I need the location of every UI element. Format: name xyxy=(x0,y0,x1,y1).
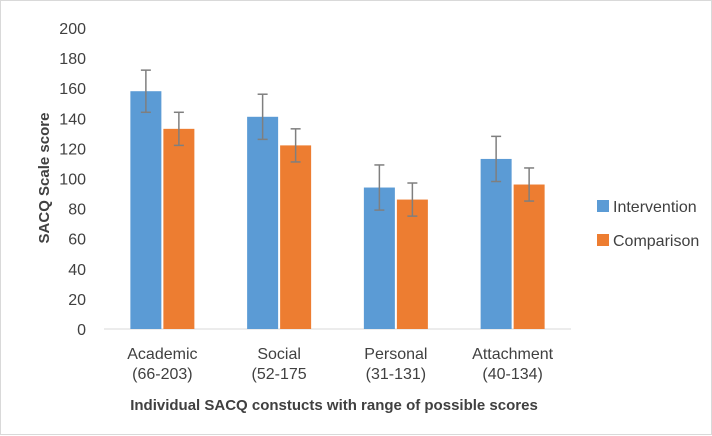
x-tick-label-line: Personal xyxy=(364,346,427,363)
x-tick-label: Personal (31-131) xyxy=(364,346,427,383)
bar-comparison-1 xyxy=(280,145,312,329)
y-tick-label: 40 xyxy=(68,262,86,279)
y-axis-title: SACQ Scale score xyxy=(36,113,53,244)
error-bars xyxy=(140,69,535,217)
x-axis-categories: Academic (66-203) Social (52-175 Personal (31… xyxy=(127,346,553,383)
legend-swatch-comparison xyxy=(597,234,609,246)
legend: Intervention Comparison xyxy=(597,199,699,250)
x-tick-label-line: (31-131) xyxy=(366,366,426,383)
legend-swatch-intervention xyxy=(597,200,609,212)
x-tick-label-line: Social xyxy=(257,346,301,363)
y-tick-label: 180 xyxy=(59,51,86,68)
x-tick-label: Attachment (40-134) xyxy=(472,346,553,383)
legend-label-comparison: Comparison xyxy=(613,233,699,250)
y-tick-label: 140 xyxy=(59,111,86,128)
bars xyxy=(130,91,545,330)
x-tick-label: Social (52-175 xyxy=(252,346,307,383)
bar-intervention-1 xyxy=(247,116,279,329)
y-tick-label: 20 xyxy=(68,292,86,309)
legend-label-intervention: Intervention xyxy=(613,199,697,216)
bar-comparison-3 xyxy=(513,184,545,329)
x-tick-label-line: Attachment xyxy=(472,346,553,363)
y-tick-label: 200 xyxy=(59,21,86,38)
x-tick-label-line: (40-134) xyxy=(482,366,542,383)
y-tick-label: 120 xyxy=(59,141,86,158)
bar-intervention-2 xyxy=(363,187,395,329)
y-tick-label: 160 xyxy=(59,81,86,98)
y-tick-label: 0 xyxy=(77,322,86,339)
y-axis-ticks: 0 20 40 60 80 100 120 140 160 180 200 xyxy=(59,21,86,339)
x-tick-label-line: (66-203) xyxy=(132,366,192,383)
bar-intervention-3 xyxy=(480,158,512,329)
x-axis-title: Individual SACQ constucts with range of … xyxy=(130,397,538,414)
y-tick-label: 100 xyxy=(59,172,86,189)
y-tick-label: 80 xyxy=(68,202,86,219)
bar-comparison-2 xyxy=(396,199,428,329)
x-tick-label-line: Academic xyxy=(127,346,197,363)
bar-intervention-0 xyxy=(130,91,162,330)
y-tick-label: 60 xyxy=(68,232,86,249)
bar-comparison-0 xyxy=(163,128,195,329)
x-tick-label-line: (52-175 xyxy=(252,366,307,383)
x-tick-label: Academic (66-203) xyxy=(127,346,197,383)
